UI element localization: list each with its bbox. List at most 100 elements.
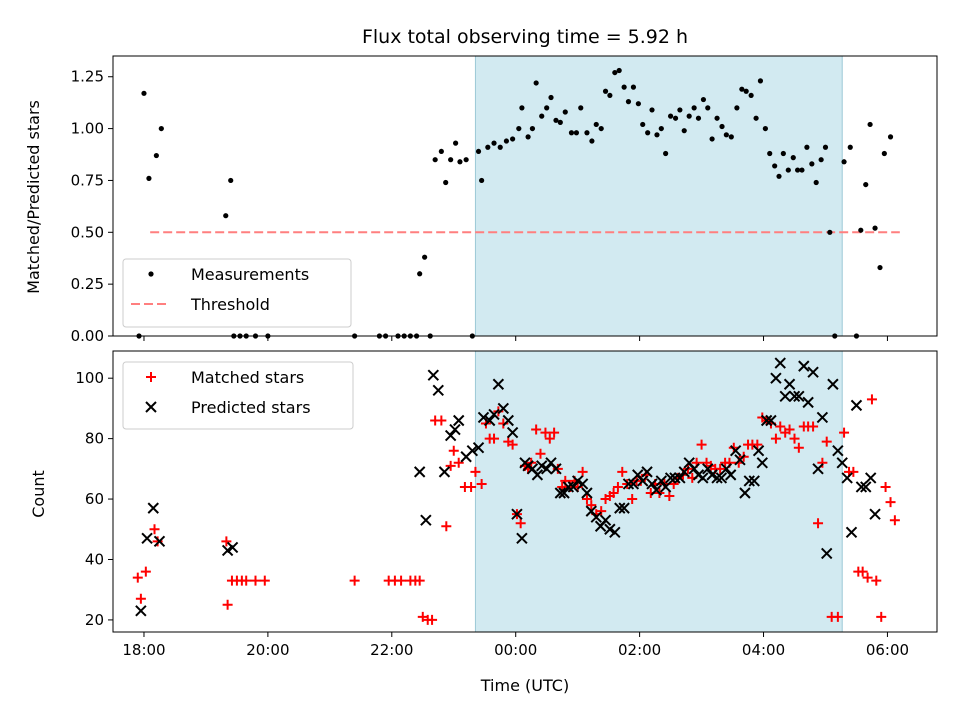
matched-star-point (466, 481, 477, 492)
predicted-star-point (449, 423, 461, 436)
legend-item: Threshold (131, 295, 270, 314)
measurement-point (822, 144, 829, 150)
y-tick-label: 0.00 (71, 327, 104, 345)
measurement-point (479, 177, 485, 184)
predicted-star-point (492, 378, 505, 390)
measurement-point (827, 229, 833, 235)
predicted-star-point (483, 414, 496, 427)
predicted-star-point (774, 357, 786, 369)
measurement-point (818, 157, 824, 163)
matched-star-point (696, 439, 707, 450)
matched-star-point (775, 421, 786, 432)
predicted-star-point (226, 541, 239, 554)
measurement-point (612, 69, 618, 76)
matched-star-point (752, 439, 763, 450)
legend-item: Matched stars (146, 368, 304, 387)
measurement-point (485, 144, 491, 150)
measurement-point (776, 173, 782, 179)
measurement-point (709, 136, 715, 142)
measurement-point (491, 140, 497, 146)
legend-label: Predicted stars (191, 398, 311, 417)
measurement-point (589, 138, 595, 144)
predicted-star-point (702, 463, 714, 475)
measurement-point (748, 92, 754, 99)
predicted-star-point (413, 466, 426, 478)
predicted-star-point (581, 487, 593, 499)
measurement-point (621, 84, 627, 90)
legend-box (122, 361, 354, 430)
matched-star-point (832, 611, 843, 622)
predicted-star-point (554, 487, 567, 499)
measurement-point (723, 132, 729, 138)
observing-window-band (474, 55, 843, 337)
matched-star-point (793, 442, 804, 453)
measurement-point (141, 90, 147, 96)
predicted-star-point (765, 414, 777, 427)
matched-star-point (535, 448, 546, 459)
measurement-point (625, 99, 632, 105)
predicted-star-point (855, 481, 868, 493)
legend-label: Threshold (190, 295, 270, 314)
predicted-star-point (816, 411, 829, 424)
predicted-star-point (734, 454, 746, 466)
y-tick-label: 40 (85, 550, 104, 568)
matched-star-point (396, 575, 407, 586)
measurement-point (743, 88, 749, 94)
measurement-point (443, 179, 449, 186)
measurement-point (691, 105, 697, 111)
predicted-star-point (627, 478, 640, 490)
measurement-point (714, 115, 720, 121)
matched-star-point (839, 427, 850, 438)
measurement-point (228, 177, 234, 184)
measurement-point (510, 136, 516, 142)
predicted-star-point (865, 472, 877, 484)
predicted-star-point (788, 390, 801, 403)
predicted-star-point (850, 399, 863, 412)
predicted-star-point (646, 478, 658, 490)
measurement-point (672, 115, 679, 121)
measurement-point (757, 78, 764, 84)
matched-star-point (349, 575, 360, 586)
predicted-star-point (688, 463, 700, 475)
measurement-point (767, 150, 773, 157)
measurement-point (475, 148, 482, 155)
y-tick-label: 0.25 (71, 275, 104, 293)
predicted-star-point (432, 384, 444, 396)
matched-star-point (250, 575, 261, 586)
predicted-star-point (141, 532, 153, 545)
matched-star-point (453, 457, 464, 468)
matched-star-point (866, 394, 877, 405)
matched-star-point (259, 575, 270, 586)
predicted-star-point (860, 481, 872, 493)
bottom-panel: 18:00 20:00 22:00 00:00 02:00 04:00 06:00 20 40 6… (75, 350, 938, 659)
predicted-star-point (558, 487, 570, 499)
legend-box (122, 258, 352, 328)
measurement-point (525, 134, 531, 140)
matched-star-point (544, 433, 555, 444)
measurement-point (663, 150, 669, 157)
matched-star-point (770, 433, 781, 444)
measurement-point (790, 155, 796, 161)
predicted-star-point (599, 514, 612, 526)
predicted-star-point (659, 481, 672, 493)
measurement-point (616, 67, 622, 74)
predicted-star-point (674, 472, 686, 484)
matched-star-point (549, 427, 560, 438)
predicted-star-point (153, 535, 166, 548)
measurement-point (422, 254, 428, 260)
matched-star-point (531, 424, 542, 435)
predicted-star-point (770, 372, 782, 384)
measurement-point (872, 225, 878, 231)
matched-star-point (222, 599, 233, 610)
predicted-star-point (739, 487, 751, 499)
matched-star-point (489, 433, 500, 444)
measurement-point (705, 105, 711, 111)
predicted-star-point (748, 475, 760, 487)
measurement-point (841, 159, 847, 165)
predicted-star-point (760, 414, 773, 427)
matched-star-point (577, 466, 588, 477)
predicted-star-point (756, 457, 768, 469)
measurement-point (438, 148, 444, 155)
matched-star-point (857, 566, 868, 577)
x-tick-label: 22:00 (370, 641, 413, 659)
